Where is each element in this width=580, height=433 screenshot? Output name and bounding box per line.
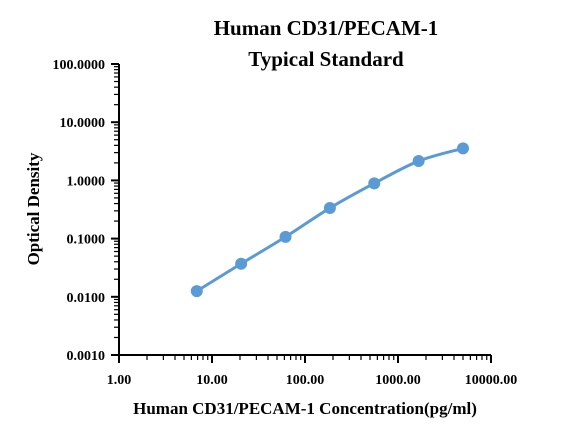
y-tick-label: 0.0100 xyxy=(67,291,106,306)
y-tick-label: 0.0010 xyxy=(67,349,106,364)
axes xyxy=(118,64,491,356)
x-tick-label: 10000.00 xyxy=(465,373,518,388)
data-point xyxy=(368,177,381,190)
y-tick-label: 100.0000 xyxy=(53,58,106,73)
x-tick-label: 1.00 xyxy=(107,373,132,388)
chart-title-line-1: Human CD31/PECAM-1 xyxy=(214,16,439,40)
x-axis-label: Human CD31/PECAM-1 Concentration(pg/ml) xyxy=(133,399,477,418)
y-tick-label: 10.0000 xyxy=(60,116,106,131)
data-point xyxy=(323,202,336,215)
data-point xyxy=(190,285,203,298)
data-point xyxy=(412,155,425,168)
data-point xyxy=(279,230,292,243)
ticks xyxy=(111,63,492,363)
x-tick-label: 100.00 xyxy=(286,373,325,388)
series-line xyxy=(195,146,464,293)
y-tick-label: 0.1000 xyxy=(67,233,106,248)
chart-title-line-2: Typical Standard xyxy=(248,47,404,71)
data-point xyxy=(457,142,470,155)
data-point xyxy=(235,257,248,270)
y-tick-label: 1.0000 xyxy=(67,174,106,189)
x-tick-label: 10.00 xyxy=(196,373,228,388)
y-axis-label: Optical Density xyxy=(24,152,43,265)
series-layer xyxy=(190,142,470,298)
tick-labels: 1.00 10.00 100.00 1000.00 10000.00 0.0010 0.01… xyxy=(53,58,518,388)
x-tick-label: 1000.00 xyxy=(375,373,421,388)
